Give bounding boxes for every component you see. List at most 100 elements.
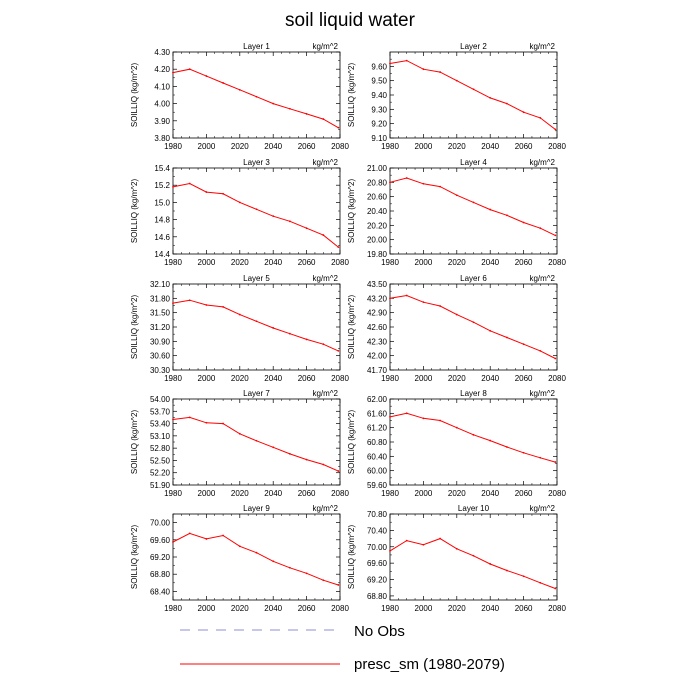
layer-8-xtick-label: 2000 [415, 489, 433, 498]
layer-7-data-point [289, 452, 291, 455]
layer-5-ylabel: SOILLIQ (kg/m^2) [130, 295, 139, 360]
layer-7-data-point [305, 458, 308, 461]
layer-8-xtick-label: 2080 [548, 489, 566, 498]
layer-4-ytick-label: 20.20 [367, 221, 388, 230]
layer-6-data-point [506, 336, 508, 339]
layer-3-data-point [289, 220, 291, 223]
layer-4-ytick-label: 20.80 [367, 178, 388, 187]
layer-4-data-point [455, 194, 458, 197]
layer-3-title: Layer 3 [243, 158, 270, 167]
layer-7-data-point [337, 470, 340, 472]
layer-3-units: kg/m^2 [312, 158, 338, 167]
layer-3-ytick-label: 14.4 [154, 250, 170, 259]
layer-6-ytick-label: 41.70 [367, 366, 388, 375]
layer-10-data-point [554, 587, 557, 590]
layer-8-units: kg/m^2 [529, 389, 555, 398]
layer-6-data-point [439, 305, 441, 307]
layer-9-xtick-label: 2040 [264, 604, 282, 613]
layer-8-ytick-label: 59.60 [367, 481, 388, 490]
layer-4-ytick-label: 20.00 [367, 236, 388, 245]
layer-5-data-point [255, 320, 258, 323]
layer-8-data-point [554, 461, 557, 463]
layer-2-xtick-label: 1980 [381, 142, 399, 151]
layer-6-data-point [522, 343, 525, 346]
layer-6-ytick-label: 42.00 [367, 352, 388, 361]
layer-2-data-point [439, 71, 441, 73]
layer-8-title: Layer 8 [460, 389, 487, 398]
layer-7-ytick-label: 54.00 [150, 395, 171, 404]
layer-6-data-point [422, 301, 425, 304]
layer-9-data-point [205, 538, 208, 540]
layer-7-ytick-label: 52.80 [150, 444, 171, 453]
layer-10-data-point [506, 569, 508, 572]
layer-5-xtick-label: 2000 [198, 374, 216, 383]
layer-2-ytick-label: 9.60 [371, 62, 387, 71]
layer-1-data-point [337, 126, 340, 129]
panel-layer-2: Layer 2 kg/m^2 SOILLIQ (kg/m^2) 1980 2000 202… [347, 42, 566, 151]
layer-4-xtick-label: 2080 [548, 258, 566, 267]
layer-10-ytick-label: 70.40 [367, 526, 388, 535]
layer-1-data-point [222, 82, 225, 84]
layer-9-data-point [305, 572, 308, 575]
layer-10-title: Layer 10 [458, 504, 490, 513]
layer-1-data-point [305, 113, 308, 115]
layer-3-data-point [238, 201, 241, 204]
layer-3-data-point [222, 192, 225, 195]
layer-2-units: kg/m^2 [529, 42, 555, 51]
layer-8-data-point [389, 416, 391, 418]
layer-2-xtick-label: 2040 [481, 142, 499, 151]
layer-7-data-point [238, 432, 241, 435]
layer-3-ytick-label: 15.2 [154, 181, 170, 190]
layer-5-units: kg/m^2 [312, 274, 338, 283]
layer-9-xtick-label: 2080 [331, 604, 349, 613]
layer-6-data-point [554, 357, 557, 360]
layer-8-data-point [405, 412, 408, 415]
layer-4-xtick-label: 2040 [481, 258, 499, 267]
layer-7-data-point [172, 418, 174, 421]
layer-3-data-point [322, 234, 325, 236]
layer-4-ytick-label: 19.80 [367, 250, 388, 259]
layer-2-data-point [506, 102, 508, 105]
layer-6-xtick-label: 2040 [481, 374, 499, 383]
layer-9-data-point [255, 551, 258, 554]
layer-8-data-point [489, 439, 492, 442]
layer-10-xtick-label: 2040 [481, 604, 499, 613]
panel-layer-4: Layer 4 kg/m^2 SOILLIQ (kg/m^2) 1980 2000 202… [347, 158, 566, 267]
layer-1-data-point [272, 102, 275, 105]
layer-1-data-point [188, 68, 191, 71]
layer-9-xtick-label: 2020 [231, 604, 249, 613]
layer-9-data-point [238, 545, 241, 548]
layer-3-xtick-label: 1980 [164, 258, 182, 267]
layer-8-frame [389, 398, 558, 486]
layer-6-data-point [472, 321, 475, 324]
layer-2-ytick-label: 9.10 [371, 134, 387, 143]
layer-7-ytick-label: 53.70 [150, 407, 171, 416]
layer-2-data-point [389, 62, 391, 65]
layer-1-xtick-label: 2060 [298, 142, 316, 151]
layer-4-ytick-label: 21.00 [367, 164, 388, 173]
layer-6-xtick-label: 2020 [448, 374, 466, 383]
layer-8-ytick-label: 60.80 [367, 438, 388, 447]
layer-9-xtick-label: 1980 [164, 604, 182, 613]
figure-title: soil liquid water [285, 10, 416, 31]
layer-8-data-point [422, 417, 425, 420]
layer-9-data-point [188, 532, 191, 535]
layer-1-ytick-label: 3.90 [154, 117, 170, 126]
layer-1-ylabel: SOILLIQ (kg/m^2) [130, 63, 139, 128]
layer-5-frame [172, 283, 341, 371]
layer-5-data-point [238, 313, 241, 316]
layer-6-xtick-label: 2080 [548, 374, 566, 383]
layer-5-ytick-label: 31.20 [150, 323, 171, 332]
layer-6-data-point [455, 313, 458, 316]
layer-2-data-point [489, 96, 492, 99]
layer-9-units: kg/m^2 [312, 504, 338, 513]
layer-5-series-line [172, 299, 339, 352]
layer-10-data-point [405, 539, 408, 542]
layer-1-xtick-label: 1980 [164, 142, 182, 151]
layer-1-xtick-label: 2080 [331, 142, 349, 151]
layer-10-ytick-label: 70.80 [367, 510, 388, 519]
layer-10-data-point [522, 575, 525, 578]
layer-3-data-point [305, 227, 308, 230]
layer-10-ytick-label: 70.00 [367, 543, 388, 552]
layer-3-ytick-label: 15.4 [154, 164, 170, 173]
